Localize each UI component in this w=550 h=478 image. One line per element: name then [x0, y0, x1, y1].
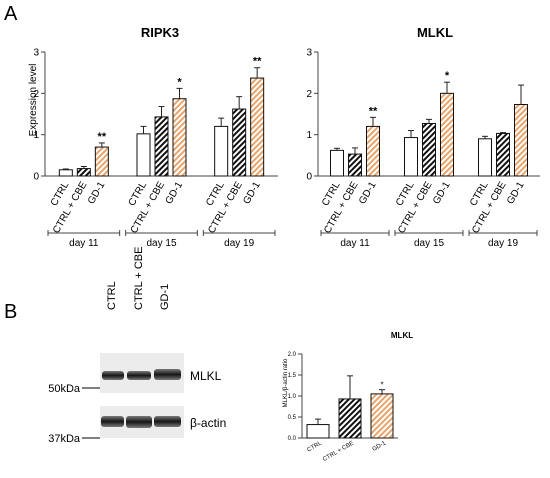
bar-gd-1 — [370, 393, 394, 439]
band-actin-gd1 — [154, 416, 181, 427]
category-label-gd-1: GD-1 — [431, 180, 453, 207]
bar-ctrl-day-11 — [330, 149, 344, 177]
panel-label-b: B — [4, 301, 17, 323]
ratio-y-tick-label: 1.0 — [288, 394, 297, 400]
band-mlkl-gd1 — [154, 369, 181, 380]
band-mlkl-ctrl — [102, 371, 124, 380]
significance-mark: * — [445, 70, 450, 82]
lane-label-gd1: GD-1 — [159, 284, 171, 310]
ripk3-title: RIPK3 — [141, 25, 179, 40]
bar-ctrl-cbe-day-19 — [232, 108, 247, 177]
category-label-gd-1: GD-1 — [357, 180, 379, 207]
group-label-day-19: day 19 — [224, 238, 254, 249]
bar-ctrl-day-15 — [136, 133, 151, 177]
bar-ctrl-cbe — [338, 398, 362, 439]
panel-label-a: A — [4, 3, 18, 25]
group-label-day-11: day 11 — [69, 238, 99, 249]
bar-gd-1-day-11 — [366, 125, 380, 177]
bar-ctrl-cbe-day-11 — [348, 153, 362, 177]
group-label-day-19: day 19 — [488, 238, 518, 249]
ratio-y-tick-label: 2.0 — [288, 352, 297, 358]
bar-gd-1-day-15 — [172, 98, 187, 177]
bar-ctrl — [306, 424, 330, 439]
category-label-gd-1: GD-1 — [241, 180, 263, 207]
marker-37kda: 37kDa — [48, 433, 81, 445]
category-label-gd-1: GD-1 — [372, 440, 388, 453]
western-blot: CTRL CTRL + CBE GD-1 50kDa 37kDa MLKL β-… — [48, 247, 226, 445]
bar-ctrl-cbe-day-11 — [76, 168, 91, 177]
mlkl-y-tick-label: 1 — [306, 130, 312, 141]
ripk3-y-tick-label: 0 — [33, 172, 39, 183]
marker-50kda: 50kDa — [48, 383, 81, 395]
ripk3-ylabel: Expression level — [28, 64, 39, 137]
bar-gd-1-day-19 — [514, 103, 528, 177]
bar-ctrl-cbe-day-19 — [496, 132, 510, 177]
significance-mark: ** — [98, 131, 107, 143]
mlkl-ratio-bar-chart: 0.0 0.5 1.0 1.5 2.0 CTRL CTRL + CBE * GD-1 — [288, 352, 398, 463]
band-actin-ctrl-cbe — [126, 416, 152, 428]
ripk3-y-tick-label: 1 — [33, 130, 39, 141]
bar-ctrl-day-19 — [478, 138, 492, 177]
ratio-y-tick-label: 1.5 — [288, 373, 297, 379]
mlkl-ratio-title: MLKL — [391, 331, 413, 340]
band-mlkl-ctrl-cbe — [127, 371, 151, 380]
mlkl-ratio-ylabel: MLKL/β-actin ratio — [283, 358, 289, 407]
ripk3-y-tick-label: 3 — [33, 48, 39, 59]
ratio-y-tick-label: 0.5 — [288, 415, 297, 421]
ripk3-y-tick-label: 2 — [33, 89, 39, 100]
mlkl-y-tick-label: 3 — [306, 48, 312, 59]
bar-ctrl-day-11 — [58, 169, 73, 177]
bar-gd-1-day-11 — [94, 146, 109, 177]
mlkl-title: MLKL — [417, 25, 453, 40]
category-label-gd-1: GD-1 — [164, 180, 186, 207]
significance-mark: * — [177, 76, 182, 88]
bar-gd-1-day-19 — [250, 77, 265, 177]
lane-label-ctrl-cbe: CTRL + CBE — [133, 247, 145, 310]
category-label-gd-1: GD-1 — [86, 180, 108, 207]
group-label-day-11: day 11 — [340, 238, 370, 249]
band-actin-ctrl — [101, 416, 124, 427]
group-label-day-15: day 15 — [414, 238, 444, 249]
band-label-actin: β-actin — [190, 416, 226, 430]
band-label-mlkl: MLKL — [190, 369, 222, 383]
category-label-ctrl: CTRL — [306, 440, 323, 453]
bar-ctrl-day-15 — [404, 137, 418, 177]
lane-label-ctrl: CTRL — [106, 281, 118, 310]
ratio-y-tick-label: 0.0 — [288, 436, 297, 442]
category-label-ctrl-cbe: CTRL + CBE — [322, 441, 355, 464]
mlkl-y-tick-label: 2 — [306, 89, 312, 100]
significance-mark: ** — [253, 56, 262, 68]
bar-ctrl-cbe-day-15 — [154, 116, 169, 177]
significance-mark: ** — [369, 105, 378, 117]
category-label-gd-1: GD-1 — [505, 180, 527, 207]
group-label-day-15: day 15 — [146, 238, 176, 249]
significance-mark: * — [380, 381, 383, 390]
mlkl-y-tick-label: 0 — [306, 172, 312, 183]
bar-gd-1-day-15 — [440, 92, 454, 177]
bar-ctrl-day-19 — [214, 125, 229, 177]
bar-ctrl-cbe-day-15 — [422, 123, 436, 177]
